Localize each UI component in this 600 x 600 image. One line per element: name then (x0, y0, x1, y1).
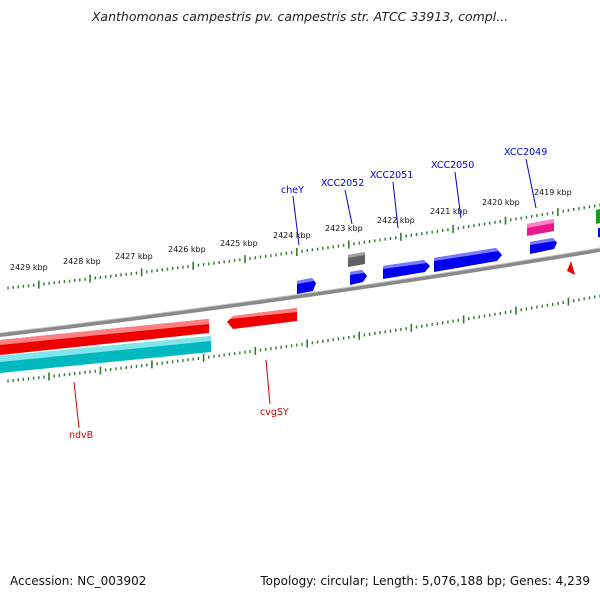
small-reverse-feature[interactable] (567, 261, 575, 275)
kbp-label-2424: 2424 kbp (273, 231, 311, 240)
gene-XCC2051[interactable] (383, 260, 430, 279)
kbp-label-2427: 2427 kbp (115, 252, 153, 261)
leader-XCC2051 (392, 181, 399, 229)
leader-ndvB (73, 381, 80, 429)
gene-XCC2049[interactable] (530, 238, 557, 254)
label-cvgSY[interactable]: cvgSY (260, 407, 289, 418)
genome-title: Xanthomonas campestris pv. campestris st… (91, 9, 509, 24)
gene-XCC2050[interactable] (434, 248, 502, 272)
label-XCC2049[interactable]: XCC2049 (504, 147, 547, 158)
gene-XCC2052[interactable] (350, 270, 367, 285)
genome-backbone (0, 248, 600, 337)
label-XCC2051[interactable]: XCC2051 (370, 170, 413, 181)
leader-XCC2050 (454, 171, 462, 219)
gene-XCC2049-highlight[interactable] (527, 219, 554, 236)
leader-cvgSY (265, 359, 271, 405)
outer-scale-ticks (7, 203, 600, 290)
inner-scale-ticks (7, 294, 600, 383)
leader-XCC2052 (344, 189, 353, 225)
kbp-label-2421: 2421 kbp (430, 207, 468, 216)
backbone-highlight (0, 247, 600, 334)
forward-strand-features (297, 209, 600, 294)
gene-ndvB[interactable] (0, 319, 211, 373)
label-XCC2050[interactable]: XCC2050 (431, 160, 474, 171)
kbp-label-2423: 2423 kbp (325, 224, 363, 233)
kbp-label-2429: 2429 kbp (10, 263, 48, 272)
gene-XCC2052-other[interactable] (348, 252, 365, 267)
gene-cheY[interactable] (297, 278, 316, 294)
kbp-label-2420: 2420 kbp (482, 198, 520, 207)
accession-text: Accession: NC_003902 (10, 574, 147, 588)
kbp-label-2426: 2426 kbp (168, 245, 206, 254)
genome-summary-text: Topology: circular; Length: 5,076,188 bp… (260, 574, 590, 588)
label-XCC2052[interactable]: XCC2052 (321, 178, 364, 189)
leader-cheY (292, 195, 300, 246)
kbp-label-2422: 2422 kbp (377, 216, 415, 225)
label-ndvB[interactable]: ndvB (69, 430, 93, 441)
leader-XCC2049 (525, 158, 537, 209)
label-cheY[interactable]: cheY (281, 185, 304, 196)
kbp-label-2425: 2425 kbp (220, 239, 258, 248)
kbp-label-2419: 2419 kbp (534, 188, 572, 197)
kbp-label-2428: 2428 kbp (63, 257, 101, 266)
gene-cvgSY[interactable] (227, 308, 297, 329)
reverse-strand-features (0, 261, 575, 373)
right-edge-feature-green[interactable] (596, 209, 600, 224)
